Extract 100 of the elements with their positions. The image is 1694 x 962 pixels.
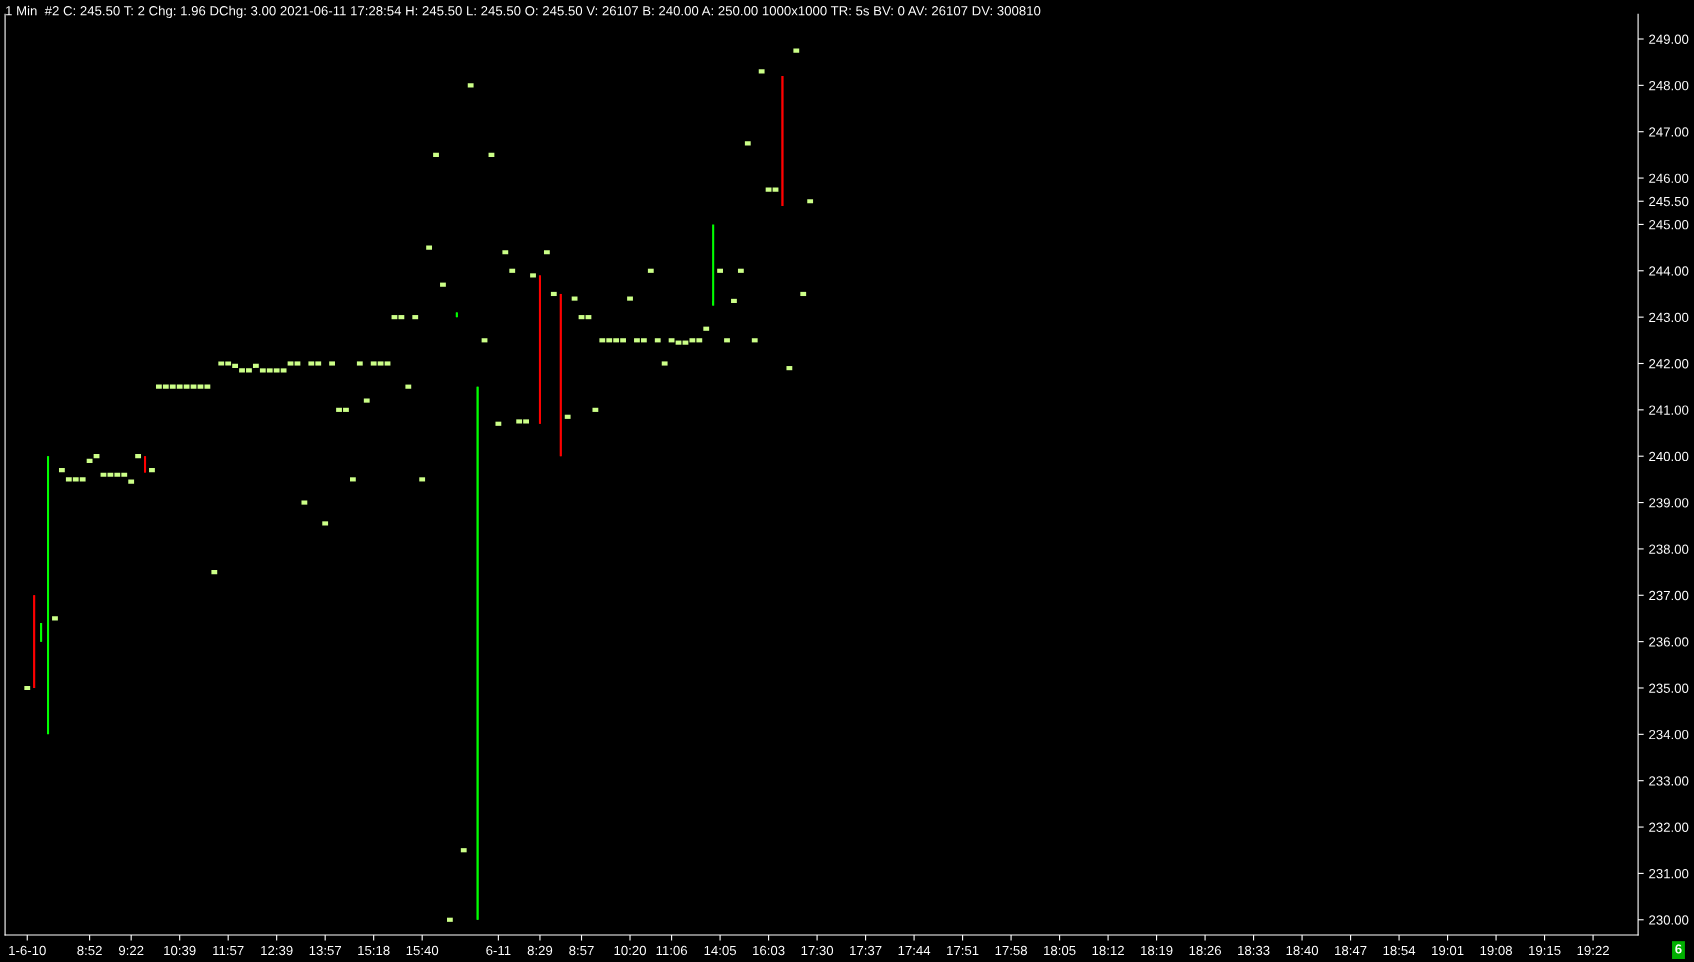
candlestick xyxy=(252,363,259,368)
y-tick-label: 236.00 xyxy=(1649,637,1689,647)
x-tick-label: 13:57 xyxy=(309,945,342,956)
candlestick xyxy=(627,296,633,301)
candlestick xyxy=(737,268,744,273)
x-tick-label: 15:40 xyxy=(406,945,439,956)
x-tick-label: 12:39 xyxy=(261,945,293,956)
candlestick xyxy=(58,468,65,473)
y-tick-label: 239.00 xyxy=(1649,498,1689,508)
candlestick xyxy=(135,454,142,459)
y-tick-label: 234.00 xyxy=(1649,729,1689,740)
candlestick xyxy=(440,282,446,287)
candlestick xyxy=(495,421,502,426)
x-tick-label: 14:05 xyxy=(704,945,737,956)
y-tick-label: 240.00 xyxy=(1649,451,1689,462)
candlestick xyxy=(550,291,557,297)
y-tick-label: 241.00 xyxy=(1649,405,1689,415)
candlestick xyxy=(433,152,439,157)
x-tick-label: 8:52 xyxy=(77,945,102,956)
candlestick xyxy=(412,315,419,320)
y-tick-label: 245.00 xyxy=(1649,219,1689,230)
candlestick xyxy=(564,414,571,419)
candlestick xyxy=(793,48,800,53)
candlestick xyxy=(509,268,516,273)
y-tick-label: 244.00 xyxy=(1649,266,1689,276)
x-tick-label: 11:06 xyxy=(656,945,688,956)
candlestick xyxy=(647,268,654,273)
text: 6 xyxy=(1675,944,1682,954)
y-tick-label: 232.00 xyxy=(1649,822,1689,832)
y-tick-label: 242.00 xyxy=(1649,359,1689,369)
candlestick xyxy=(211,570,218,575)
candlestick xyxy=(467,83,474,88)
x-tick-label: 18:47 xyxy=(1335,945,1367,956)
candlestick xyxy=(405,384,412,389)
candlestick xyxy=(654,338,661,343)
candlestick xyxy=(807,199,814,204)
candlestick xyxy=(592,407,599,412)
y-tick-label: 249.00 xyxy=(1649,34,1689,44)
candlestick xyxy=(571,296,578,301)
x-tick-label: 19:01 xyxy=(1432,945,1464,956)
x-tick-label: 18:26 xyxy=(1189,945,1222,956)
candlestick xyxy=(426,245,433,250)
candlestick xyxy=(349,477,356,482)
x-tick-label: 19:15 xyxy=(1529,945,1561,956)
candlestick xyxy=(744,141,751,146)
x-tick-label: 18:40 xyxy=(1286,945,1319,956)
x-tick-label: 15:18 xyxy=(358,945,390,956)
chart-title: 1 Min #2 C: 245.50 T: 2 Chg: 1.96 DChg: 3.00 2021-06-11 17:28:54 H: 245.50 L: 245.50 O: 245.50 V: 26107 B: 240.00 A: 250.00 1000x1000 TR: 5s BV: 0 AV: 26107 DV: 300810 xyxy=(6,5,1041,19)
candlestick xyxy=(460,848,467,853)
x-tick-label: 17:58 xyxy=(995,945,1028,956)
y-tick-label: 246.00 xyxy=(1649,173,1689,183)
x-tick-label: 17:44 xyxy=(898,945,931,956)
y-tick-label: 235.00 xyxy=(1649,683,1689,693)
candlestick xyxy=(543,250,550,255)
x-tick-label: 17:51 xyxy=(947,945,979,956)
x-tick-label: 8:29 xyxy=(527,945,553,956)
candlestick xyxy=(758,69,765,74)
candlestick xyxy=(52,616,58,621)
candlestick xyxy=(530,273,536,278)
x-tick-label: 1-6-10 xyxy=(9,945,46,956)
candlestick xyxy=(751,338,758,343)
candlestick xyxy=(419,477,426,482)
y-tick-label: 247.00 xyxy=(1649,127,1689,137)
candlestick xyxy=(703,326,710,331)
candlestick xyxy=(502,250,509,255)
x-tick-label: 17:30 xyxy=(801,945,834,956)
candlestick xyxy=(661,361,668,366)
candlestick xyxy=(322,521,329,526)
y-tick-label: 238.00 xyxy=(1649,544,1689,554)
y-tick-label: 233.00 xyxy=(1649,776,1689,786)
x-tick-label: 10:39 xyxy=(164,945,196,956)
x-tick-label: 18:54 xyxy=(1383,945,1416,956)
y-tick-label: 243.00 xyxy=(1649,312,1689,323)
candlestick xyxy=(717,268,723,273)
candlestick xyxy=(128,479,135,484)
candlestick xyxy=(363,398,370,403)
x-tick-label: 11:57 xyxy=(213,945,244,956)
x-tick-label: 10:20 xyxy=(614,945,647,956)
candlestick xyxy=(786,366,793,371)
x-tick-label: 18:19 xyxy=(1141,945,1173,956)
x-tick-label: 8:57 xyxy=(569,945,594,956)
candlestick xyxy=(446,917,453,922)
candlestick xyxy=(329,361,336,366)
x-tick-label: 18:12 xyxy=(1092,945,1124,956)
y-tick-label: 230.00 xyxy=(1649,915,1689,925)
candlestick xyxy=(800,291,807,297)
x-tick-label: 18:33 xyxy=(1238,945,1270,956)
y-tick-label: 248.00 xyxy=(1649,80,1689,91)
candlestick xyxy=(724,338,730,343)
candlestick xyxy=(24,685,31,691)
candlestick xyxy=(149,468,155,473)
x-tick-label: 19:22 xyxy=(1577,945,1609,956)
y-tick-label: 237.00 xyxy=(1649,590,1689,601)
candlestick xyxy=(301,500,308,505)
y-tick-label: 245.50 xyxy=(1649,196,1689,207)
y-tick-label: 231.00 xyxy=(1649,868,1689,879)
x-tick-label: 16:03 xyxy=(753,945,785,956)
candlestick xyxy=(294,361,301,366)
x-tick-label: 6-11 xyxy=(486,945,511,956)
x-tick-label: 18:05 xyxy=(1044,945,1076,956)
